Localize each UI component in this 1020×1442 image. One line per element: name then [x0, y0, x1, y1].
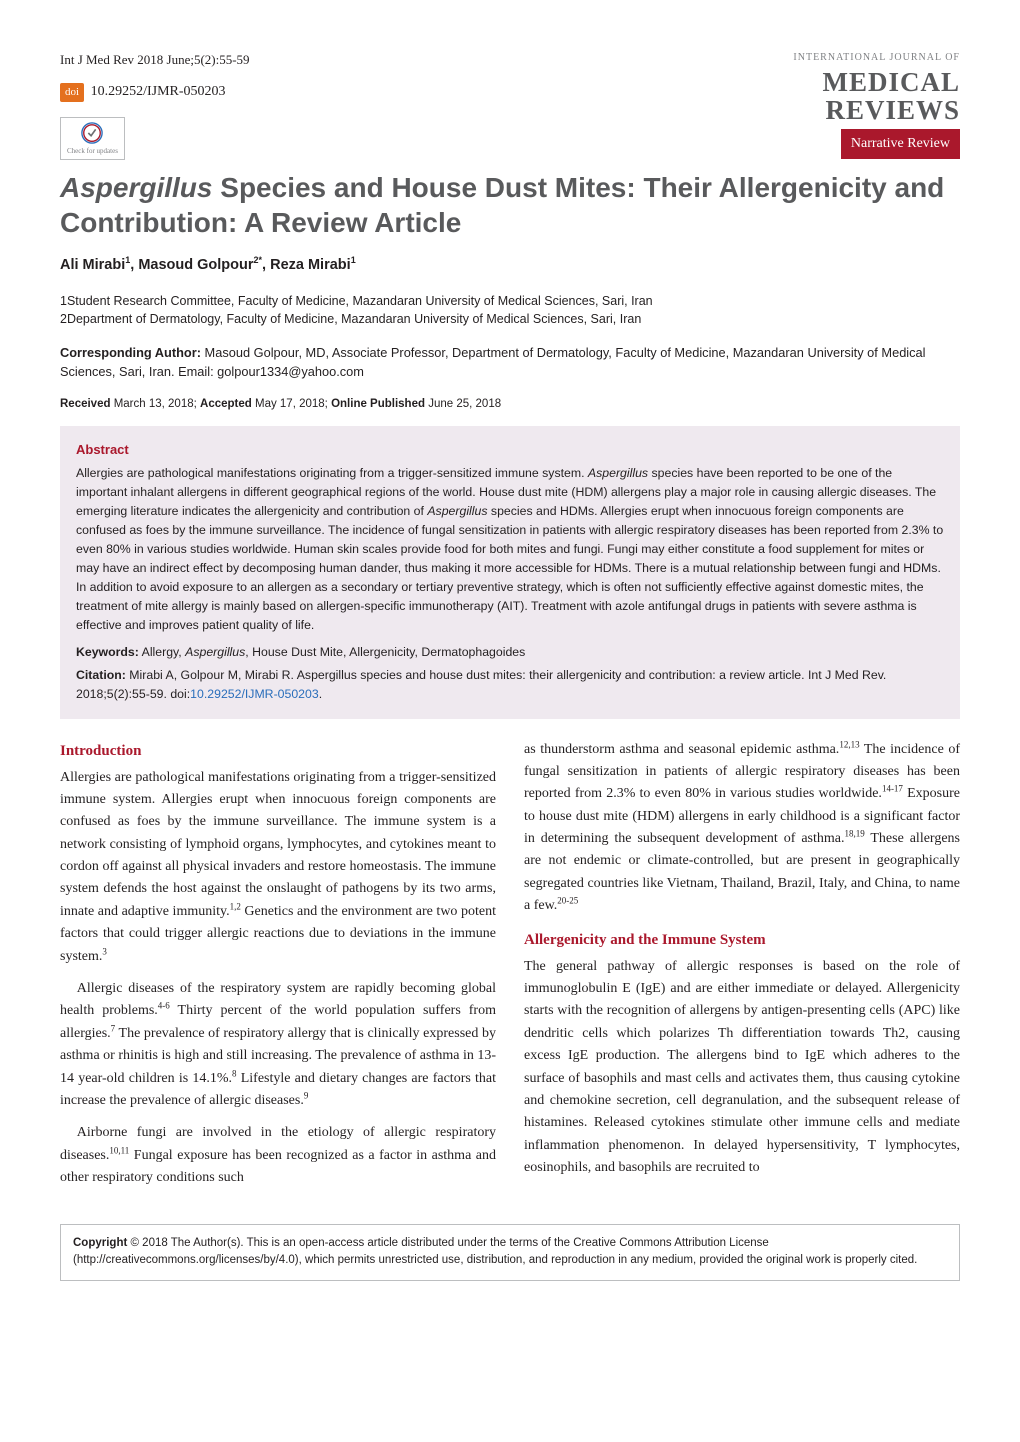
- article-title: Aspergillus Species and House Dust Mites…: [60, 170, 960, 240]
- abstract-heading: Abstract: [76, 440, 944, 460]
- citation-suffix: .: [319, 687, 322, 701]
- header-left: Int J Med Rev 2018 June;5(2):55-59 doi 1…: [60, 50, 250, 160]
- review-type-badge: Narrative Review: [841, 129, 960, 159]
- corresponding-label: Corresponding Author:: [60, 345, 201, 360]
- column-left: Introduction Allergies are pathological …: [60, 739, 496, 1200]
- crossmark-label: Check for updates: [67, 147, 118, 155]
- page-header: Int J Med Rev 2018 June;5(2):55-59 doi 1…: [60, 50, 960, 160]
- crossmark-icon: [81, 122, 103, 144]
- keywords-label: Keywords:: [76, 645, 139, 659]
- allergenicity-p1: The general pathway of allergic response…: [524, 956, 960, 1180]
- author-line: Ali Mirabi1, Masoud Golpour2*, Reza Mira…: [60, 254, 960, 277]
- doi-value[interactable]: 10.29252/IJMR-050203: [91, 84, 226, 99]
- column-right: as thunderstorm asthma and seasonal epid…: [524, 739, 960, 1200]
- abstract-body: Allergies are pathological manifestation…: [76, 464, 944, 635]
- article-dates: Received March 13, 2018; Accepted May 17…: [60, 395, 960, 413]
- copyright-box: Copyright © 2018 The Author(s). This is …: [60, 1224, 960, 1282]
- intro-p3: Airborne fungi are involved in the etiol…: [60, 1122, 496, 1189]
- journal-title-line1: MEDICAL: [822, 67, 960, 97]
- affiliations: 1Student Research Committee, Faculty of …: [60, 292, 960, 330]
- copyright-label: Copyright: [73, 1237, 127, 1249]
- affiliation-1: 1Student Research Committee, Faculty of …: [60, 292, 960, 311]
- journal-brand: INTERNATIONAL JOURNAL OF MEDICAL REVIEWS…: [793, 50, 960, 159]
- doi-row: doi 10.29252/IJMR-050203: [60, 81, 250, 103]
- journal-title-line2: REVIEWS: [825, 95, 960, 125]
- abstract-box: Abstract Allergies are pathological mani…: [60, 426, 960, 719]
- corresponding-author: Corresponding Author: Masoud Golpour, MD…: [60, 343, 960, 381]
- citation-doi-link[interactable]: 10.29252/IJMR-050203: [190, 687, 319, 701]
- running-citation: Int J Med Rev 2018 June;5(2):55-59: [60, 50, 250, 71]
- section-heading-introduction: Introduction: [60, 739, 496, 763]
- intro-p4: as thunderstorm asthma and seasonal epid…: [524, 739, 960, 918]
- intro-p1: Allergies are pathological manifestation…: [60, 767, 496, 969]
- journal-title: MEDICAL REVIEWS: [793, 68, 960, 125]
- citation-label: Citation:: [76, 668, 126, 682]
- affiliation-2: 2Department of Dermatology, Faculty of M…: [60, 310, 960, 329]
- section-heading-allergenicity: Allergenicity and the Immune System: [524, 928, 960, 952]
- keywords-line: Keywords: Allergy, Aspergillus, House Du…: [76, 643, 944, 662]
- citation-line: Citation: Mirabi A, Golpour M, Mirabi R.…: [76, 666, 944, 704]
- keywords-text: Allergy, Aspergillus, House Dust Mite, A…: [139, 645, 525, 659]
- body-columns: Introduction Allergies are pathological …: [60, 739, 960, 1200]
- intro-p2: Allergic diseases of the respiratory sys…: [60, 978, 496, 1112]
- journal-overline: INTERNATIONAL JOURNAL OF: [793, 50, 960, 66]
- doi-badge: doi: [60, 83, 84, 103]
- copyright-text: © 2018 The Author(s). This is an open-ac…: [73, 1237, 917, 1267]
- crossmark-badge[interactable]: Check for updates: [60, 117, 125, 160]
